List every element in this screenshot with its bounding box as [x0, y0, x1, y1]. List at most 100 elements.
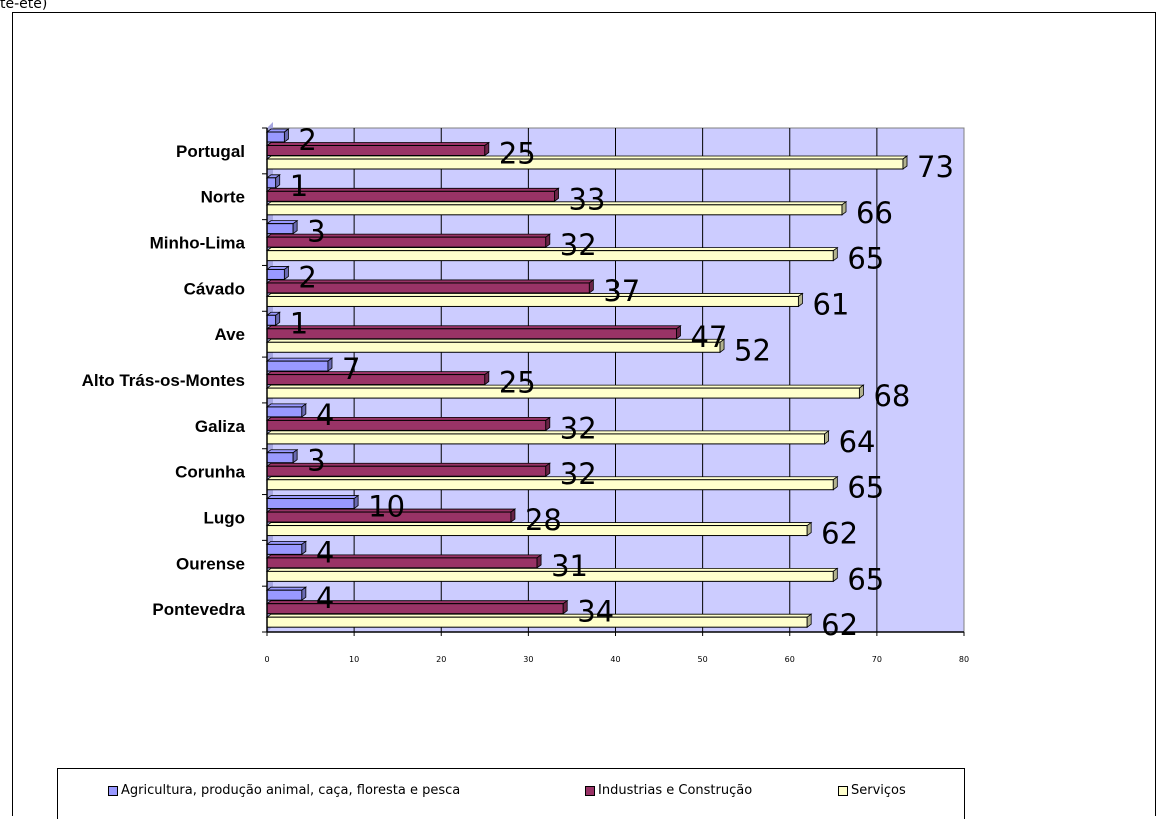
bar-end-shade	[293, 220, 298, 234]
bar-end	[902, 155, 908, 170]
x-tick-label: 80	[959, 655, 969, 664]
bar	[266, 295, 799, 307]
data-label: 3	[307, 215, 325, 249]
data-label: 68	[873, 379, 910, 413]
category-label: Cávado	[184, 279, 245, 298]
bar-end	[806, 521, 812, 537]
bar-end-shade	[284, 266, 289, 280]
bar-end	[859, 384, 864, 399]
x-tick-label: 10	[349, 655, 359, 664]
bar-end-shade	[798, 293, 803, 307]
x-tick-label: 30	[523, 655, 533, 664]
legend-item-servicos: Serviços	[838, 783, 906, 798]
bar	[266, 360, 329, 372]
bar-end	[292, 219, 298, 235]
bar	[266, 543, 303, 555]
axes: 0 10 20 30 40 50 60 70 80 Portugal Norte Minho-Lima…	[82, 127, 969, 664]
bar	[266, 433, 826, 445]
bar-end-shade	[563, 600, 568, 614]
bar-end	[719, 338, 725, 354]
legend: Agricultura, produção animal, caça, flor…	[57, 768, 965, 819]
category-label: Ave	[214, 325, 245, 344]
bar-end	[292, 448, 298, 464]
data-label: 62	[821, 517, 858, 551]
bar	[266, 419, 547, 431]
bar-end-shade	[284, 129, 289, 142]
bar-end	[275, 174, 281, 189]
x-tick-label: 40	[610, 655, 620, 664]
data-label: 2	[298, 260, 316, 294]
bar-end-shade	[720, 339, 725, 353]
data-label: 32	[560, 411, 597, 445]
bar-end-shade	[293, 449, 298, 463]
bar-end	[562, 599, 568, 615]
bar-end	[284, 128, 289, 143]
bar-end	[545, 233, 551, 248]
bar	[266, 328, 677, 340]
bar	[266, 223, 294, 235]
bar	[266, 616, 808, 628]
bar	[266, 557, 538, 569]
bar-end-shade	[554, 188, 559, 202]
bar-end	[841, 201, 847, 216]
bar	[266, 314, 277, 326]
bar	[266, 177, 277, 189]
data-label: 65	[847, 562, 884, 596]
data-label: 2	[298, 123, 316, 157]
data-label: 32	[560, 457, 597, 491]
data-label: 25	[499, 137, 536, 171]
bar-end	[832, 567, 838, 583]
data-label: 73	[917, 150, 954, 184]
legend-item-agricultura: Agricultura, produção animal, caça, flor…	[108, 783, 460, 798]
legend-label-industrias: Industrias e Construção	[598, 783, 753, 798]
data-label: 61	[812, 287, 849, 321]
bar-end	[832, 246, 838, 262]
bar	[266, 603, 564, 615]
bar-end-shade	[537, 554, 542, 568]
bar-end	[484, 141, 490, 157]
data-label: 25	[499, 366, 536, 400]
bar-end	[353, 494, 359, 510]
data-label: 33	[569, 182, 606, 216]
data-label: 10	[368, 490, 405, 524]
data-label: 31	[551, 549, 588, 583]
bar-end	[301, 540, 307, 556]
bar	[266, 158, 904, 170]
bar-end	[806, 613, 812, 628]
bar-end-shade	[545, 463, 550, 477]
bar-end	[510, 508, 516, 523]
bar-end	[554, 187, 559, 203]
bar-end-shade	[903, 156, 908, 169]
bar-end-shade	[833, 568, 838, 582]
bar-end-shade	[807, 614, 812, 628]
bar-end-shade	[833, 476, 838, 490]
legend-label-agricultura: Agricultura, produção animal, caça, flor…	[121, 783, 461, 798]
bar-end-shade	[545, 417, 550, 431]
bar-end-shade	[859, 385, 864, 399]
text-fragment: te-ete)	[0, 0, 48, 12]
data-label: 4	[316, 535, 334, 569]
data-label: 32	[560, 228, 597, 262]
data-label: 3	[307, 444, 325, 478]
legend-item-industrias: Industrias e Construção	[585, 783, 752, 798]
bar	[266, 341, 721, 353]
bar-end-shade	[824, 430, 829, 444]
data-label: 62	[821, 608, 858, 642]
bar-end-shade	[354, 495, 359, 509]
bar-end-shade	[301, 403, 306, 417]
bar-end	[824, 430, 829, 445]
bar-end-shade	[807, 522, 812, 536]
bar-end	[275, 311, 281, 327]
bar-end	[284, 265, 289, 281]
data-labels: 2 25 73 1 33 66 3 32 65 2 37 61 1 47 52 7 25 68 4 32 64 3 32 65…	[290, 123, 954, 642]
category-label: Alto Trás-os-Montes	[82, 371, 245, 390]
x-tick-label: 70	[872, 655, 882, 664]
bar-end	[327, 357, 333, 372]
legend-swatch-agricultura	[108, 785, 118, 796]
data-label: 37	[603, 274, 640, 308]
x-tick-label: 60	[785, 655, 795, 664]
bar	[266, 250, 834, 262]
data-label: 1	[290, 169, 308, 203]
x-tick-label: 50	[698, 655, 708, 664]
